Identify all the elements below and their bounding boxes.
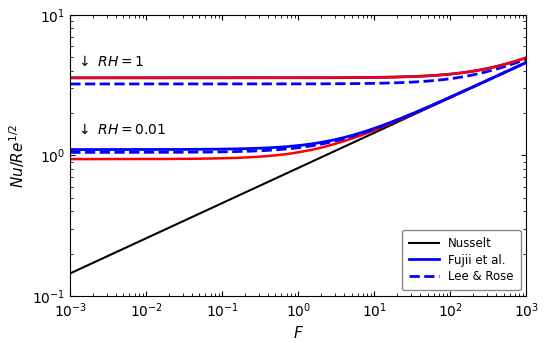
Lee & Rose xyxy=(426,79,433,83)
Fujii et al. xyxy=(277,76,283,80)
Fujii et al. xyxy=(67,76,74,80)
Fujii et al. xyxy=(510,60,517,64)
Fujii et al. xyxy=(289,76,295,80)
Lee & Rose xyxy=(289,82,295,86)
Legend: Nusselt, Fujii et al., Lee & Rose: Nusselt, Fujii et al., Lee & Rose xyxy=(402,230,520,290)
Lee & Rose xyxy=(510,62,517,66)
Nusselt xyxy=(510,66,517,71)
X-axis label: $F$: $F$ xyxy=(293,325,304,341)
Fujii et al. xyxy=(90,76,97,80)
Nusselt xyxy=(90,261,97,265)
Nusselt xyxy=(426,105,433,109)
Lee & Rose xyxy=(523,57,530,61)
Fujii et al. xyxy=(523,56,530,60)
Lee & Rose xyxy=(90,82,97,86)
Lee & Rose xyxy=(67,82,74,86)
Fujii et al. xyxy=(426,74,433,78)
Nusselt xyxy=(289,169,295,173)
Lee & Rose xyxy=(510,62,517,66)
Line: Nusselt: Nusselt xyxy=(70,62,526,274)
Nusselt xyxy=(510,66,517,71)
Text: $\downarrow\ RH = 0.01$: $\downarrow\ RH = 0.01$ xyxy=(76,123,167,137)
Nusselt xyxy=(67,271,74,276)
Text: $\downarrow\ RH = 1$: $\downarrow\ RH = 1$ xyxy=(76,55,145,69)
Line: Lee & Rose: Lee & Rose xyxy=(70,59,526,84)
Nusselt xyxy=(277,174,283,179)
Lee & Rose xyxy=(277,82,283,86)
Fujii et al. xyxy=(510,60,517,64)
Nusselt xyxy=(523,60,530,64)
Line: Fujii et al.: Fujii et al. xyxy=(70,58,526,78)
Y-axis label: $Nu/Re^{1/2}$: $Nu/Re^{1/2}$ xyxy=(7,123,27,188)
